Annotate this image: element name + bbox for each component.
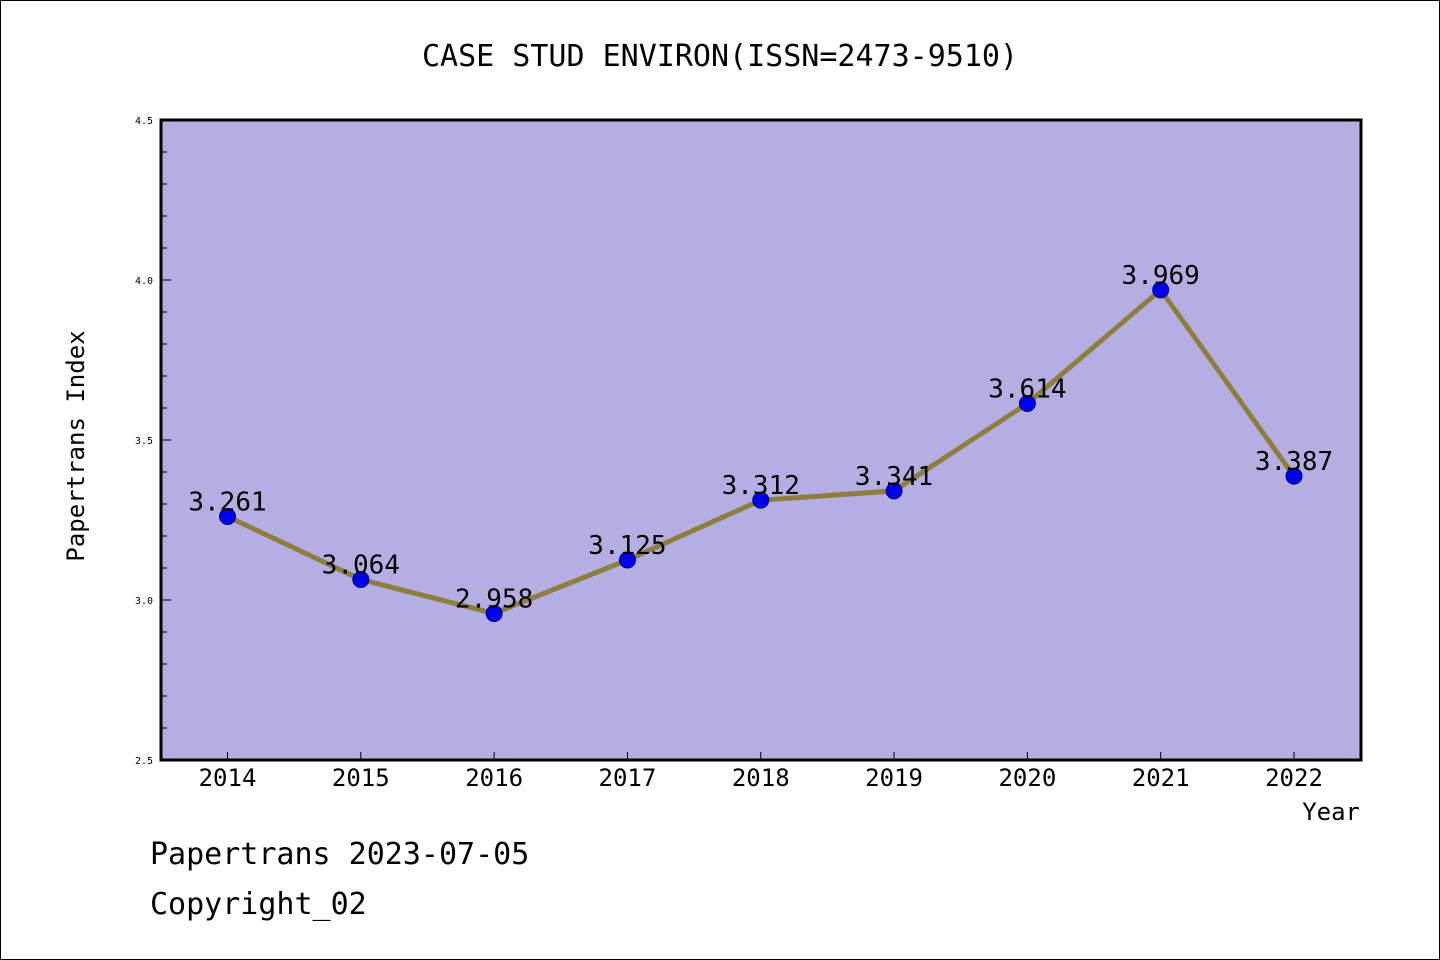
- y-tick-label: 3.0: [135, 596, 153, 607]
- y-axis-label: Papertrans Index: [62, 330, 90, 561]
- x-tick-label: 2021: [1132, 764, 1190, 792]
- x-axis-label: Year: [1302, 798, 1360, 826]
- data-point: [485, 604, 503, 622]
- data-label: 3.969: [1122, 261, 1200, 291]
- x-tick-label: 2015: [332, 764, 390, 792]
- data-point: [1285, 467, 1303, 485]
- data-point: [885, 482, 903, 500]
- data-label: 3.387: [1255, 447, 1333, 477]
- x-tick-label: 2018: [732, 764, 790, 792]
- y-tick-label: 4.5: [135, 116, 153, 127]
- data-label: 3.341: [855, 462, 933, 492]
- data-point: [618, 551, 636, 569]
- chart-title: CASE STUD ENVIRON(ISSN=2473-9510): [422, 39, 1018, 74]
- y-tick-label: 3.5: [135, 436, 153, 447]
- y-tick-label: 4.0: [135, 276, 153, 287]
- footer-date: Papertrans 2023-07-05: [150, 837, 529, 872]
- x-axis: 2014 2015 2016 2017 2018 2019 2020 2021 2022: [199, 752, 1323, 792]
- data-label: 3.064: [322, 551, 400, 581]
- x-tick-label: 2014: [199, 764, 257, 792]
- plot-area: [159, 118, 1363, 762]
- data-point: [1152, 281, 1170, 299]
- data-point: [1018, 395, 1036, 413]
- x-tick-label: 2022: [1265, 764, 1323, 792]
- x-tick-label: 2017: [599, 764, 657, 792]
- data-series: 3.261 3.064 2.958 3.125 3.312 3.341 3.614 3.969…: [188, 261, 1333, 622]
- data-point: [752, 491, 770, 509]
- y-axis: 2.5 3.0 3.5 4.0 4.5: [135, 116, 171, 767]
- data-label: 3.261: [188, 487, 266, 517]
- data-label: 3.125: [588, 531, 666, 561]
- data-label: 3.614: [988, 375, 1066, 405]
- x-tick-label: 2020: [998, 764, 1056, 792]
- data-label: 2.958: [455, 584, 533, 614]
- y-tick-label: 2.5: [135, 756, 153, 767]
- x-tick-label: 2016: [465, 764, 523, 792]
- data-point: [219, 507, 236, 525]
- data-point: [352, 571, 370, 589]
- footer-copyright: Copyright_02: [150, 887, 367, 922]
- data-label: 3.312: [722, 471, 800, 501]
- x-tick-label: 2019: [865, 764, 923, 792]
